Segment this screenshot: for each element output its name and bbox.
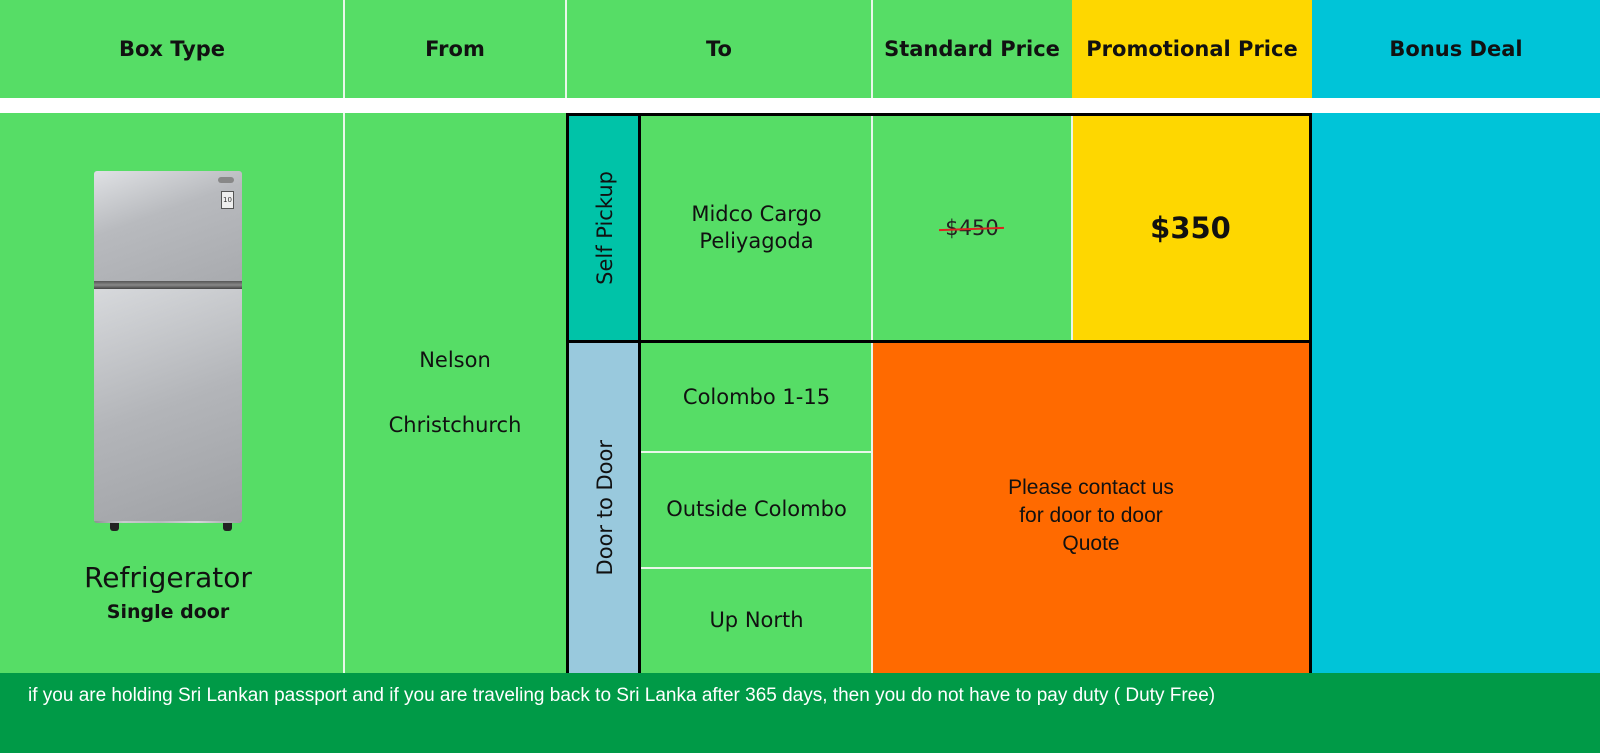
refrigerator-foot [223, 523, 232, 531]
product-variant: Single door [106, 601, 230, 623]
contact-line: Please contact us [1008, 476, 1174, 499]
header-standard-price-label: Standard Price [884, 37, 1060, 61]
door-destination: Colombo 1-15 [682, 384, 831, 409]
door-destination: Up North [709, 608, 804, 632]
row-divider [641, 451, 872, 453]
energy-badge-icon: 10 [221, 191, 234, 209]
column-divider [1071, 116, 1073, 340]
from-city: Christchurch [388, 413, 522, 437]
contact-line: for door to door [1019, 504, 1163, 527]
header-divider [565, 0, 567, 98]
refrigerator-foot [110, 523, 119, 531]
self-pickup-standard-price-cell: $450 [872, 116, 1072, 340]
self-pickup-promo-price-cell: $350 [1072, 116, 1309, 340]
header-divider [871, 0, 873, 98]
header-divider [343, 0, 345, 98]
header-standard-price: Standard Price [872, 0, 1072, 98]
label-column-divider [638, 116, 641, 673]
header-to: To [566, 0, 872, 98]
header-box-type-label: Box Type [118, 37, 226, 61]
product-name: Refrigerator [84, 561, 252, 594]
self-pickup-label-cell: Self Pickup [569, 116, 641, 340]
door-destination: Outside Colombo [666, 497, 847, 521]
from-city: Nelson [419, 348, 491, 372]
door-destination-row: Outside Colombo [641, 452, 872, 567]
header-from-label: From [425, 37, 485, 61]
door-destination-row: Colombo 1-15 [641, 343, 872, 451]
door-to-door-frame [566, 340, 1312, 676]
bonus-deal-cell [1312, 113, 1600, 673]
self-pickup-destination: Midco Cargo Peliyagoda [641, 116, 872, 340]
footer-note: if you are holding Sri Lankan passport a… [28, 685, 1216, 706]
column-divider [343, 113, 345, 673]
header-bonus-deal: Bonus Deal [1312, 0, 1600, 98]
brand-logo-icon [218, 177, 234, 183]
door-destination-row: Up North [641, 568, 872, 673]
destination-line: Midco Cargo [691, 202, 822, 226]
header-bonus-deal-label: Bonus Deal [1389, 37, 1523, 61]
destination-line: Peliyagoda [699, 229, 814, 253]
refrigerator-handle [94, 281, 242, 289]
row-divider [641, 567, 872, 569]
column-divider [871, 116, 873, 340]
from-cell: Nelson Christchurch [344, 113, 566, 673]
header-box-type: Box Type [0, 0, 344, 98]
standard-price-strikethrough: $450 [945, 216, 999, 240]
self-pickup-frame [566, 113, 1312, 343]
header-to-label: To [706, 37, 732, 61]
header-from: From [344, 0, 566, 98]
door-to-door-label-cell: Door to Door [569, 343, 641, 673]
refrigerator-freezer-door: 10 [94, 171, 242, 283]
footer-bar [0, 673, 1600, 753]
promotional-price: $350 [1150, 211, 1231, 245]
contact-line: Quote [1062, 532, 1120, 555]
header-promotional-price: Promotional Price [1072, 0, 1312, 98]
header-promotional-price-label: Promotional Price [1086, 37, 1298, 61]
column-divider [871, 343, 873, 673]
door-to-door-quote-cell: Please contact us for door to door Quote [873, 343, 1309, 673]
refrigerator-image: 10 [94, 171, 242, 531]
refrigerator-main-door [94, 289, 242, 521]
